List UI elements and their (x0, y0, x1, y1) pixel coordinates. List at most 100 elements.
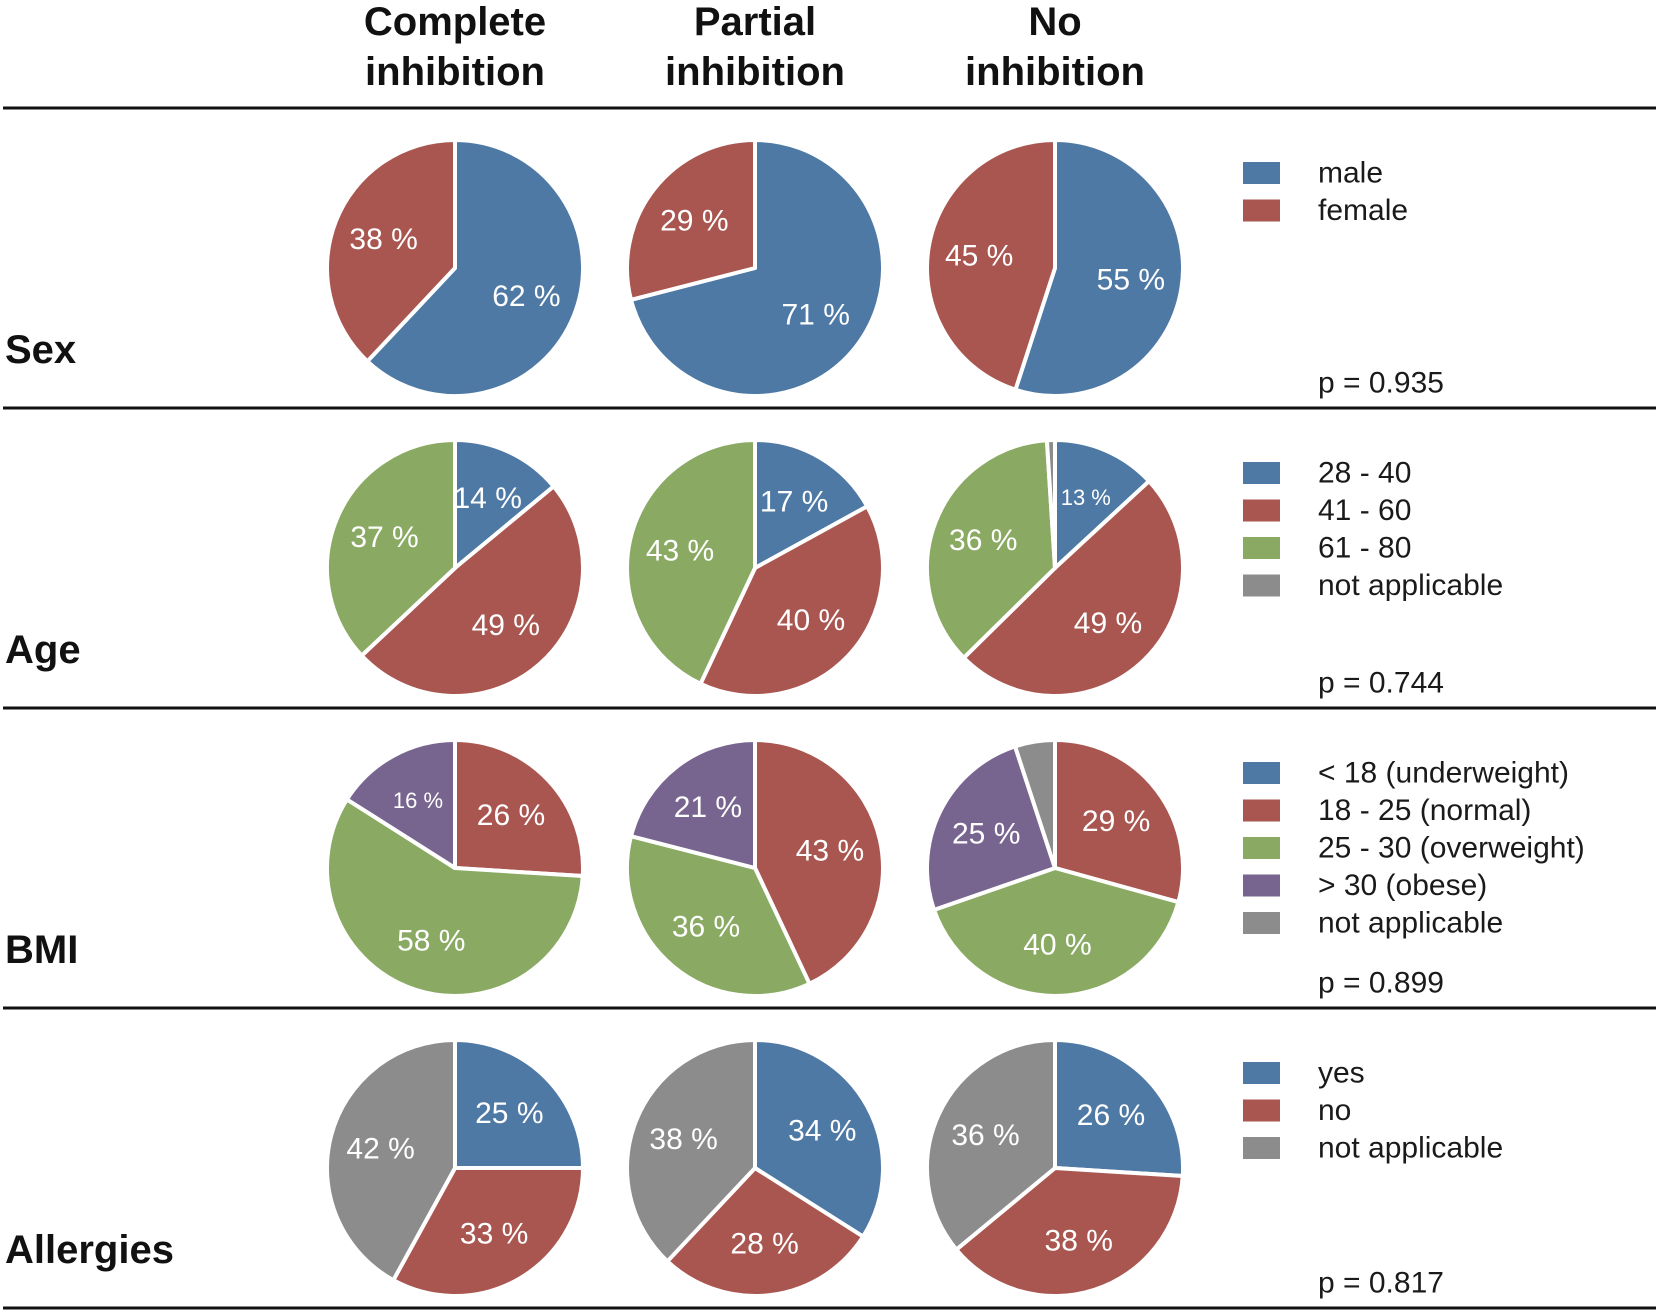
pie-slice-female (325, 138, 457, 364)
slice-label: 21 % (674, 791, 742, 824)
pie-slice-male (1013, 138, 1185, 398)
legend-swatch-41-60 (1243, 499, 1280, 522)
slice-label: 29 % (660, 204, 728, 237)
slice-label: 26 % (477, 799, 545, 832)
legend-label-not-applicable: not applicable (1318, 907, 1503, 940)
pie-bmi-complete-inhibition: 26 % 58 % 16 % (325, 738, 585, 998)
pie-slice-28-40 (1053, 438, 1152, 570)
legend-swatch-not-applicable (1243, 574, 1280, 597)
legend-swatch-female (1243, 199, 1280, 222)
slice-label: 42 % (346, 1132, 414, 1165)
pie-slice-male (365, 138, 585, 398)
pie-slice-61-80 (925, 438, 1057, 660)
pie-slice-30-obese (629, 738, 757, 870)
pie-age-complete-inhibition: 14 % 49 % 37 % (325, 438, 585, 698)
pie-sex-no-inhibition: 55 % 45 % (925, 138, 1185, 398)
legend-label-18-25-normal: 18 - 25 (normal) (1318, 794, 1531, 827)
pie-slice-not-applicable (1044, 438, 1057, 570)
legend-allergies: yes no not applicable (1243, 1057, 1503, 1165)
pie-slice-61-80 (625, 438, 757, 686)
pie-slice-41-60 (698, 504, 885, 698)
column-headers: Complete inhibition Partial inhibition No inh… (364, 0, 1145, 94)
row-sex: Sex 62 % 38 % 71 % 29 % 55 % 45 % male female p =… (5, 138, 1444, 400)
slice-label: 29 % (1082, 805, 1150, 838)
legend-label-41-60: 41 - 60 (1318, 494, 1411, 527)
pie-slice-no (665, 1166, 866, 1298)
legend-swatch-yes (1243, 1062, 1280, 1084)
legend-swatch-18-25-normal (1243, 799, 1280, 822)
pie-slice-yes (1053, 1038, 1185, 1179)
pie-bmi-partial-inhibition: 43 % 36 % 21 % (625, 738, 885, 998)
slice-label: 28 % (730, 1228, 798, 1261)
pie-slice-25-30-overweight (325, 797, 585, 998)
slice-label: 55 % (1097, 264, 1165, 297)
slice-label: 38 % (349, 223, 417, 256)
slice-label: 14 % (454, 482, 522, 515)
legend-label-28-40: 28 - 40 (1318, 457, 1411, 490)
slice-label: 38 % (649, 1123, 717, 1156)
column-header-complete-inhibition: Complete inhibition (364, 0, 546, 94)
pie-slice-28-40 (753, 438, 870, 570)
pie-slice-no (391, 1166, 585, 1299)
pie-slice-not-applicable (1013, 738, 1057, 870)
column-header-line: Complete (364, 0, 546, 44)
slice-label: 33 % (460, 1218, 528, 1251)
slice-label: 38 % (1045, 1225, 1113, 1258)
pie-allergies-no-inhibition: 26 % 38 % 36 % (925, 1038, 1185, 1298)
legend-swatch-not-applicable (1243, 1137, 1280, 1159)
slice-label: 62 % (492, 280, 560, 313)
legend-swatch-25-30-overweight (1243, 837, 1280, 859)
pie-slice-18-25-normal (453, 738, 585, 879)
slice-label: 16 % (393, 788, 443, 813)
slice-label: 36 % (672, 911, 740, 944)
column-header-line: inhibition (365, 50, 545, 94)
column-header-line: Partial (694, 0, 816, 44)
pie-slice-25-30-overweight (625, 834, 812, 998)
p-value-bmi: p = 0.899 (1318, 967, 1444, 1000)
pie-slice-not-applicable (625, 1038, 757, 1264)
legend-swatch-not-applicable (1243, 912, 1280, 934)
row-allergies: Allergies 25 % 33 % 42 % 34 % 28 % 38 % 26 % 38 … (5, 1038, 1503, 1300)
legend-swatch-18-underweight (1243, 762, 1280, 784)
row-dividers (3, 106, 1656, 1310)
pie-slice-no (954, 1166, 1185, 1298)
slice-label: 13 % (1061, 485, 1111, 510)
pie-slice-61-80 (325, 438, 457, 658)
legend-label-no: no (1318, 1094, 1351, 1127)
pie-slice-28-40 (453, 438, 556, 570)
pie-slice-female (625, 138, 757, 302)
pie-age-no-inhibition: 13 % 49 % 36 % (925, 438, 1186, 699)
pie-age-partial-inhibition: 17 % 40 % 43 % (625, 438, 885, 698)
pie-slice-not-applicable (925, 1038, 1057, 1252)
row-label-sex: Sex (5, 328, 76, 372)
slice-label: 17 % (760, 485, 828, 518)
pie-slice-41-60 (961, 479, 1186, 699)
slice-label: 49 % (1074, 607, 1142, 640)
chart-rows: Sex 62 % 38 % 71 % 29 % 55 % 45 % male female p =… (5, 138, 1585, 1300)
column-header-line: inhibition (665, 50, 845, 94)
pie-slice-female (925, 138, 1057, 392)
slice-label: 26 % (1077, 1099, 1145, 1132)
slice-label: 34 % (788, 1115, 856, 1148)
pie-slice-18-25-normal (753, 738, 885, 986)
legend-swatch-30-obese (1243, 874, 1280, 897)
column-header-partial-inhibition: Partial inhibition (665, 0, 845, 94)
legend-swatch-no (1243, 1099, 1280, 1122)
slice-label: 43 % (796, 835, 864, 868)
legend-age: 28 - 40 41 - 60 61 - 80 not applicable (1243, 457, 1503, 602)
slice-label: 25 % (475, 1097, 543, 1130)
p-value-sex: p = 0.935 (1318, 367, 1444, 400)
slice-label: 40 % (777, 604, 845, 637)
slice-label: 25 % (952, 817, 1020, 850)
slice-label: 43 % (646, 535, 714, 568)
pie-sex-partial-inhibition: 71 % 29 % (625, 138, 885, 398)
pie-bmi-no-inhibition: 29 % 40 % 25 % (925, 738, 1185, 998)
pie-slice-not-applicable (325, 1038, 457, 1283)
pie-slice-41-60 (359, 484, 585, 698)
slice-label: 58 % (397, 925, 465, 958)
pie-sex-complete-inhibition: 62 % 38 % (325, 138, 585, 398)
slice-label: 40 % (1023, 928, 1091, 961)
column-header-no-inhibition: No inhibition (965, 0, 1145, 94)
legend-label-male: male (1318, 157, 1383, 190)
